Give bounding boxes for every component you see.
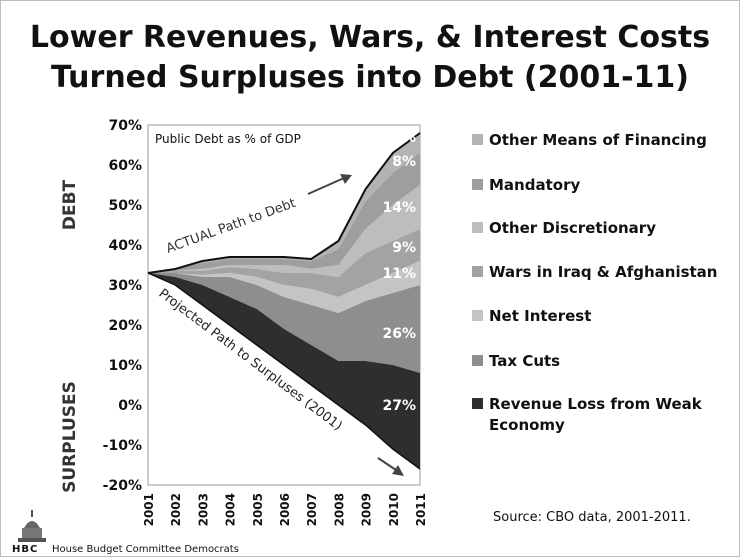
legend-item: Net Interest [472, 306, 725, 327]
y-tick-label: -20% [103, 478, 142, 494]
legend-item: Wars in Iraq & Afghanistan [472, 262, 725, 283]
data-label: 8% [392, 154, 416, 170]
legend-swatch [472, 179, 483, 190]
legend-label: Mandatory [489, 176, 581, 194]
x-tick-label: 2006 [278, 493, 292, 526]
hbc-logo-text: HBC [12, 544, 39, 555]
y-tick-label: 20% [108, 318, 142, 334]
capitol-logo-icon [18, 510, 46, 542]
legend-swatch [472, 222, 483, 233]
y-label-surpluses: SURPLUSES [60, 381, 80, 493]
y-tick-label: 50% [108, 198, 142, 214]
data-label: 5% [392, 130, 416, 146]
legend-swatch [472, 310, 483, 321]
data-label: 9% [392, 240, 416, 256]
arrowhead-projected [392, 465, 404, 476]
legend-swatch [472, 355, 483, 366]
legend-item: Tax Cuts [472, 351, 725, 372]
area-other-discretionary [148, 185, 420, 277]
actual-debt-line [147, 132, 421, 274]
x-tick-label: 2010 [387, 493, 401, 526]
data-label: 11% [382, 266, 416, 282]
legend-item: Mandatory [472, 175, 725, 196]
y-tick-label: -10% [103, 438, 142, 454]
legend-swatch [472, 134, 483, 145]
x-tick-label: 2003 [196, 493, 210, 526]
area-revenue-loss-from-weak-economy [148, 273, 420, 469]
area-mandatory [148, 153, 420, 273]
legend-label: Other Means of Financing [489, 131, 707, 149]
legend-item: Revenue Loss from Weak Economy [472, 394, 725, 436]
footer-org: House Budget Committee Democrats [52, 544, 239, 555]
annotation-projected-arrow [377, 457, 397, 471]
y-label-debt: DEBT [60, 179, 80, 230]
annotation-actual-arrow [307, 177, 345, 195]
area-tax-cuts [148, 273, 420, 373]
x-tick-label: 2001 [142, 493, 156, 526]
data-label: 27% [382, 398, 416, 414]
y-tick-label: 30% [108, 278, 142, 294]
legend-label: Revenue Loss from Weak Economy [489, 395, 702, 434]
chart-title: Lower Revenues, Wars, & Interest Costs T… [0, 18, 740, 98]
legend-item: Other Discretionary [472, 218, 725, 239]
x-tick-label: 2004 [224, 493, 238, 526]
x-tick-label: 2007 [305, 493, 319, 526]
x-tick-label: 2005 [251, 493, 265, 526]
area-wars-in-iraq-afghanistan [148, 229, 420, 297]
x-tick-label: 2002 [169, 493, 183, 526]
legend-label: Other Discretionary [489, 219, 656, 237]
projected-surplus-line [147, 272, 421, 470]
y-tick-label: 60% [108, 158, 142, 174]
legend-item: Other Means of Financing [472, 130, 725, 151]
arrowhead-actual [340, 174, 352, 184]
legend-swatch [472, 398, 483, 409]
x-tick-label: 2011 [414, 493, 428, 526]
title-line-1: Lower Revenues, Wars, & Interest Costs [29, 20, 711, 55]
legend-label: Tax Cuts [489, 352, 561, 370]
legend-label: Net Interest [489, 307, 592, 325]
data-label: 14% [382, 200, 416, 216]
y-tick-label: 70% [108, 118, 142, 134]
plot-title: Public Debt as % of GDP [155, 132, 301, 146]
title-line-2: Turned Surpluses into Debt (2001-11) [51, 60, 689, 95]
x-tick-label: 2008 [332, 493, 346, 526]
area-net-interest [148, 261, 420, 313]
legend-swatch [472, 266, 483, 277]
source-note: Source: CBO data, 2001-2011. [493, 510, 691, 525]
legend-label: Wars in Iraq & Afghanistan [489, 263, 718, 281]
y-tick-label: 40% [108, 238, 142, 254]
data-label: 26% [382, 326, 416, 342]
x-tick-label: 2009 [360, 493, 374, 526]
y-tick-label: 10% [108, 358, 142, 374]
y-tick-label: 0% [118, 398, 142, 414]
